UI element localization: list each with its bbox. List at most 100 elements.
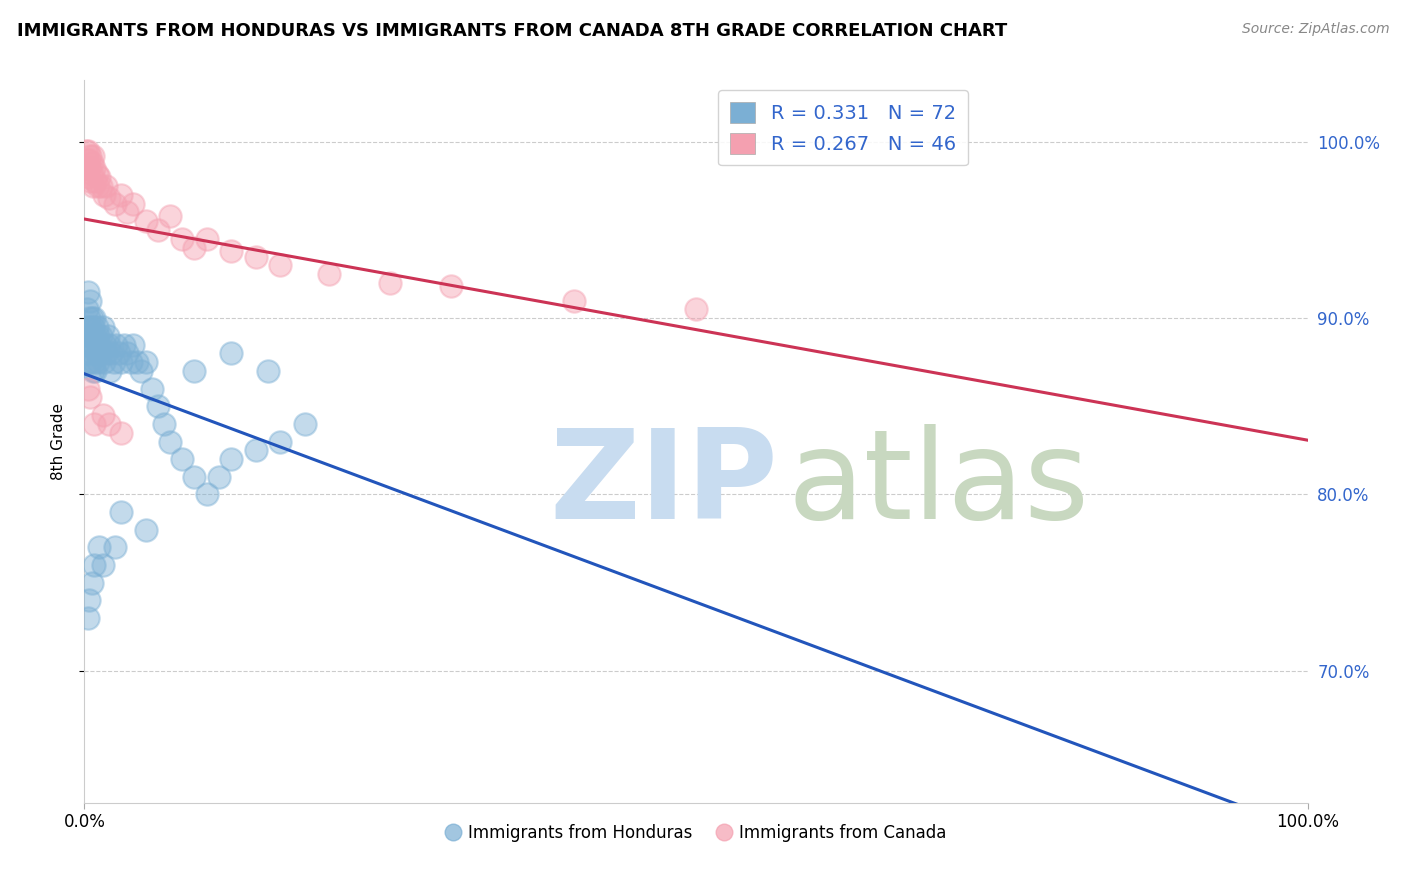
Text: Source: ZipAtlas.com: Source: ZipAtlas.com — [1241, 22, 1389, 37]
Point — [97, 337, 120, 351]
Y-axis label: 8th Grade: 8th Grade — [51, 403, 66, 480]
Text: atlas: atlas — [787, 425, 1090, 545]
Point — [245, 250, 267, 264]
Point — [146, 399, 169, 413]
Point — [96, 346, 118, 360]
Text: IMMIGRANTS FROM HONDURAS VS IMMIGRANTS FROM CANADA 8TH GRADE CORRELATION CHART: IMMIGRANTS FROM HONDURAS VS IMMIGRANTS F… — [17, 22, 1007, 40]
Point — [77, 611, 100, 625]
Point — [80, 328, 103, 343]
Text: ZIP: ZIP — [550, 425, 778, 545]
Point — [103, 355, 125, 369]
Point — [86, 320, 108, 334]
Point — [125, 355, 148, 369]
Point — [86, 167, 108, 181]
Point — [115, 346, 138, 360]
Point — [87, 170, 110, 185]
Point — [84, 328, 107, 343]
Point — [83, 161, 105, 176]
Point — [195, 232, 218, 246]
Point — [79, 355, 101, 369]
Point — [84, 364, 107, 378]
Point — [159, 209, 181, 223]
Point — [87, 355, 110, 369]
Point — [80, 167, 103, 181]
Point — [104, 541, 127, 555]
Point — [105, 337, 128, 351]
Point — [159, 434, 181, 449]
Point — [84, 174, 107, 188]
Point — [153, 417, 176, 431]
Point — [93, 355, 115, 369]
Point — [129, 364, 152, 378]
Point — [77, 382, 100, 396]
Point — [77, 355, 100, 369]
Point — [685, 302, 707, 317]
Point — [82, 179, 104, 194]
Point — [97, 417, 120, 431]
Point — [79, 149, 101, 163]
Point — [77, 337, 100, 351]
Point — [269, 434, 291, 449]
Point — [83, 337, 105, 351]
Point — [89, 346, 111, 360]
Point — [91, 558, 114, 572]
Point — [257, 364, 280, 378]
Point — [141, 382, 163, 396]
Point — [82, 320, 104, 334]
Point — [93, 187, 115, 202]
Point — [80, 346, 103, 360]
Point — [97, 191, 120, 205]
Point — [440, 279, 463, 293]
Point — [110, 505, 132, 519]
Point — [76, 320, 98, 334]
Point — [82, 337, 104, 351]
Point — [219, 452, 242, 467]
Point — [83, 417, 105, 431]
Point — [80, 311, 103, 326]
Point — [82, 149, 104, 163]
Point — [172, 232, 194, 246]
Point — [219, 346, 242, 360]
Point — [107, 346, 129, 360]
Point — [75, 144, 97, 158]
Point — [91, 408, 114, 422]
Point — [77, 311, 100, 326]
Point — [83, 355, 105, 369]
Point — [183, 364, 205, 378]
Point — [77, 285, 100, 299]
Point — [112, 337, 135, 351]
Legend: Immigrants from Honduras, Immigrants from Canada: Immigrants from Honduras, Immigrants fro… — [439, 817, 953, 848]
Point — [76, 161, 98, 176]
Point — [98, 364, 121, 378]
Point — [86, 346, 108, 360]
Point — [79, 320, 101, 334]
Point — [146, 223, 169, 237]
Point — [183, 241, 205, 255]
Point — [79, 174, 101, 188]
Point — [269, 258, 291, 272]
Point — [87, 337, 110, 351]
Point — [183, 470, 205, 484]
Point — [135, 523, 157, 537]
Point — [87, 328, 110, 343]
Point — [122, 337, 145, 351]
Point — [80, 575, 103, 590]
Point — [110, 425, 132, 440]
Point — [79, 391, 101, 405]
Point — [219, 244, 242, 259]
Point — [77, 153, 100, 167]
Point — [135, 355, 157, 369]
Point — [77, 161, 100, 176]
Point — [77, 593, 100, 607]
Point — [94, 337, 117, 351]
Point — [100, 346, 122, 360]
Point — [245, 443, 267, 458]
Point — [87, 179, 110, 194]
Point — [90, 179, 112, 194]
Point — [83, 558, 105, 572]
Point — [208, 470, 231, 484]
Point — [122, 196, 145, 211]
Point — [76, 153, 98, 167]
Point — [77, 170, 100, 185]
Point — [76, 302, 98, 317]
